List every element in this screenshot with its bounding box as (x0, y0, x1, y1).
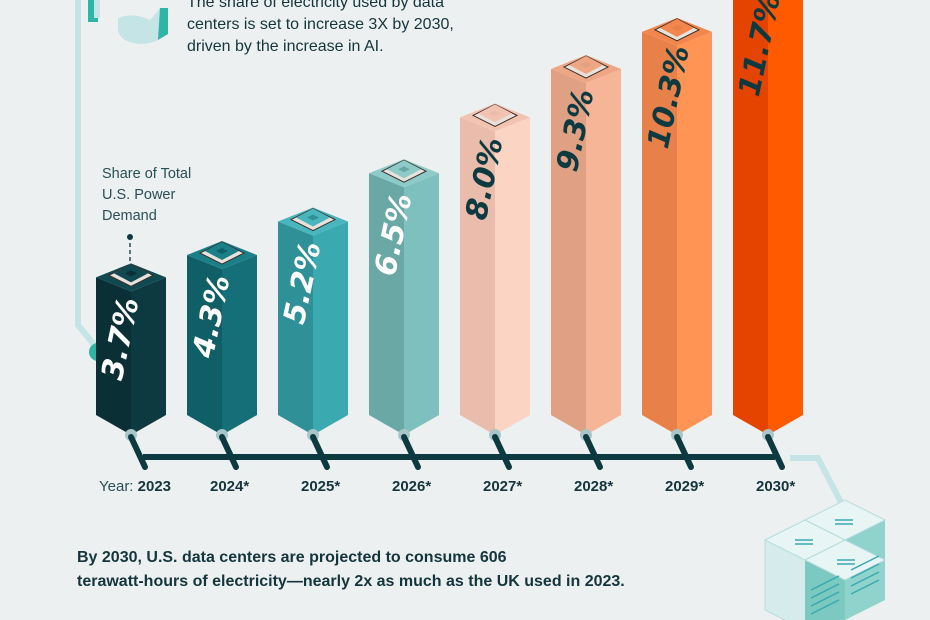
chip-icon (471, 103, 519, 127)
timeline-tick (401, 434, 421, 470)
bar-2025: 5.2% (277, 207, 348, 470)
x-tick-label: 2024* (210, 478, 249, 495)
bar-face-left (96, 277, 131, 435)
chip-core (125, 270, 137, 277)
x-tick-year: 2024* (210, 478, 250, 495)
footnote: By 2030, U.S. data centers are projected… (77, 546, 717, 594)
bar-2028: 9.3% (550, 55, 621, 470)
legend-line: Share of Total (102, 166, 192, 182)
x-tick-label: 2027* (483, 478, 522, 495)
intro-text: The share of electricity used by data ce… (187, 0, 527, 58)
timeline-tick (310, 434, 330, 470)
bar-face-right (586, 69, 621, 435)
bar-2027: 8.0% (459, 103, 530, 470)
x-tick-year: 2029* (665, 478, 705, 495)
intro-line: centers is set to increase 3X by 2030, (187, 16, 454, 33)
bar-face-right (768, 0, 803, 435)
intro-line: driven by the increase in AI. (187, 38, 384, 55)
chip-icon (653, 18, 701, 42)
footnote-line: terawatt-hours of electricity—nearly 2x … (77, 573, 625, 590)
bar-2029: 10.3% (641, 17, 712, 470)
chip-icon (107, 263, 155, 287)
x-tick-label: 2026* (392, 478, 431, 495)
bar-face-left (733, 0, 768, 435)
x-tick-year: 2030* (756, 478, 796, 495)
footnote-line: By 2030, U.S. data centers are projected… (77, 549, 507, 566)
x-tick-year: 2025* (301, 478, 341, 495)
legend-pointer-dot (127, 234, 133, 240)
x-tick-label: Year: 2023 (99, 478, 171, 495)
bar-2023: 3.7% (95, 263, 166, 470)
chip-icon (198, 241, 246, 265)
decorative-3x-icon (88, 0, 168, 44)
bar-face-right (313, 221, 348, 435)
bar-2030: 11.7% (732, 0, 803, 470)
x-tick-year: 2027* (483, 478, 523, 495)
timeline-tick (492, 434, 512, 470)
timeline-tick (583, 434, 603, 470)
timeline-tick (765, 434, 785, 470)
y-axis-legend-label: Share of Total U.S. Power Demand (102, 164, 212, 227)
bar-face-left (278, 221, 313, 435)
server-rack-icon (763, 499, 887, 620)
x-tick-year: 2026* (392, 478, 432, 495)
bar-face-right (495, 117, 530, 436)
chip-core (307, 214, 319, 221)
chip-core (580, 62, 592, 69)
x-axis-prefix: Year: (99, 478, 138, 495)
x-tick-year: 2023 (137, 478, 172, 495)
x-tick-year: 2028* (574, 478, 614, 495)
x-tick-label: 2028* (574, 478, 613, 495)
chip-icon (289, 208, 337, 232)
bar-2026: 6.5% (368, 159, 439, 470)
timeline-tick (128, 434, 148, 470)
x-tick-label: 2025* (301, 478, 340, 495)
x-tick-label: 2030* (756, 478, 795, 495)
bar-face-left (551, 69, 586, 435)
bar-face-right (404, 173, 439, 435)
x-tick-label: 2029* (665, 478, 704, 495)
timeline-tick (674, 434, 694, 470)
bar-face-right (222, 255, 257, 435)
decorative-connector-right (790, 455, 853, 522)
bar-face-right (677, 31, 712, 436)
bar-face-left (187, 255, 222, 435)
bar-face-right (131, 277, 166, 435)
chip-icon (380, 159, 428, 183)
timeline-tick (219, 434, 239, 470)
chip-core (398, 166, 410, 173)
intro-line: The share of electricity used by data (187, 0, 445, 11)
bar-face-left (369, 173, 404, 435)
legend-line: Demand (102, 208, 157, 224)
bar-2024: 4.3% (186, 241, 257, 470)
bar-face-left (642, 31, 677, 436)
chip-core (216, 248, 228, 255)
chip-core (489, 110, 501, 117)
legend-line: U.S. Power (102, 187, 176, 203)
decorative-connector-left (75, 0, 103, 354)
chip-icon (562, 55, 610, 79)
chip-core (671, 24, 683, 31)
bar-face-left (460, 117, 495, 436)
